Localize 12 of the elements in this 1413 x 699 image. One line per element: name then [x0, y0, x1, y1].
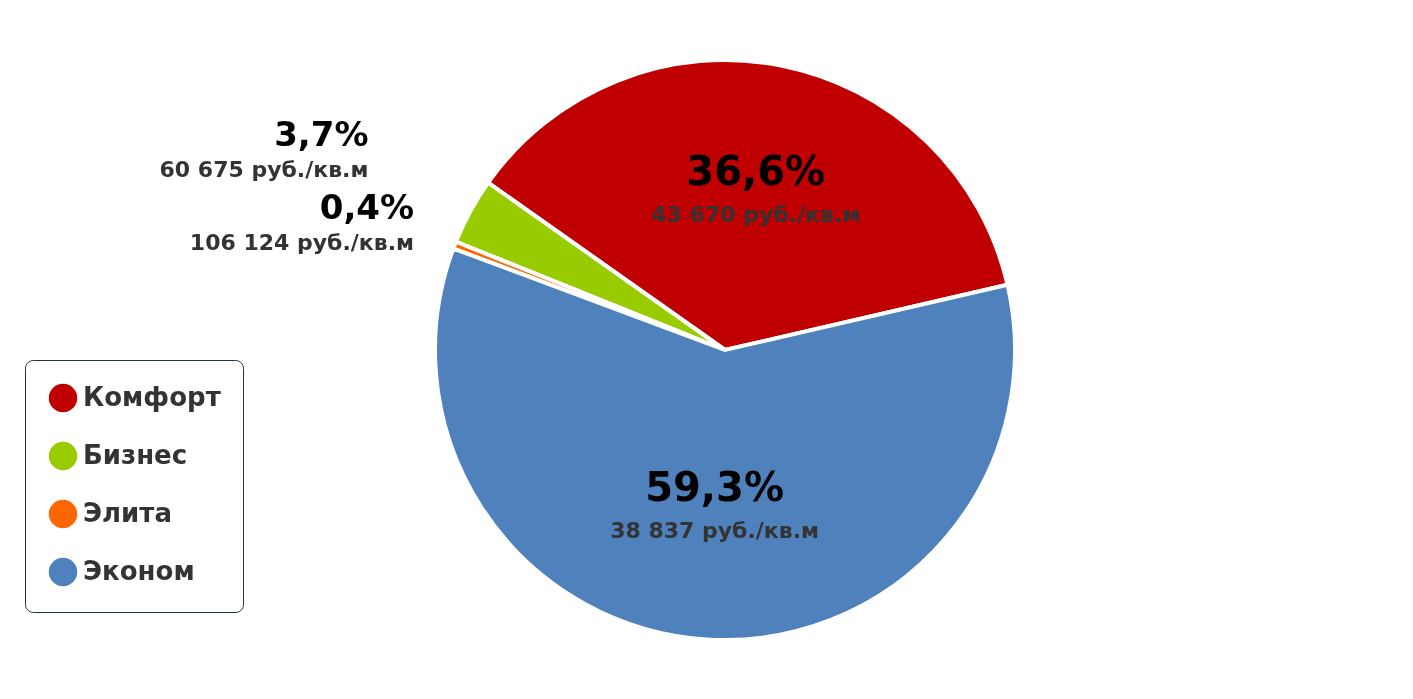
text: 43 670 руб./кв.м [651, 202, 861, 228]
text: 106 124 руб./кв.м [189, 230, 415, 256]
data-label: 0,4% [319, 187, 415, 228]
data-label: 59,3% [645, 464, 784, 511]
legend-label: Бизнес [83, 440, 188, 470]
legend-label: Эконом [83, 556, 195, 586]
legend-label: Комфорт [83, 382, 221, 412]
text: 38 837 руб./кв.м [610, 518, 820, 544]
data-label: 36,6% [686, 148, 826, 195]
text: 60 675 руб./кв.м [159, 156, 369, 182]
data-label: 3,7% [274, 113, 369, 154]
legend-label: Элита [83, 498, 172, 528]
